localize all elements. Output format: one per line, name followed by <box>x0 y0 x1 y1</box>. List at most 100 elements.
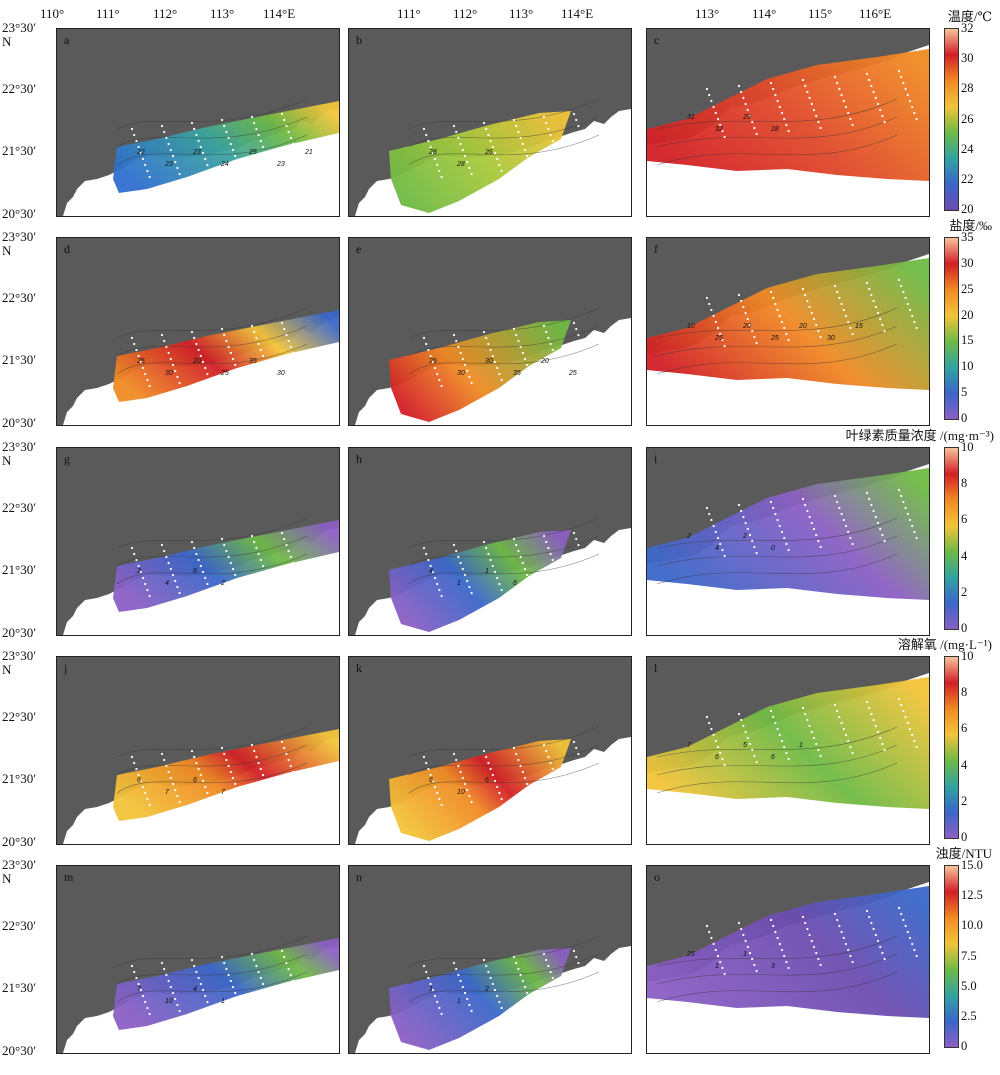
station-dot <box>489 976 492 980</box>
station-dot <box>165 136 168 140</box>
station-dot <box>425 552 428 556</box>
contour-label: 1 <box>221 998 225 1005</box>
map-panel-e: 25 30 30 35 20 25 e <box>348 237 632 426</box>
contour-line <box>656 134 898 166</box>
contour-label: 35 <box>513 370 521 377</box>
station-dot <box>808 96 811 100</box>
station-dot <box>772 296 775 300</box>
station-dot <box>427 558 430 562</box>
station-dot <box>163 130 166 134</box>
lat-label-bottom: 20°30′ <box>2 1043 37 1058</box>
station-dot <box>231 148 235 152</box>
station-dot <box>206 1000 209 1004</box>
station-dot <box>171 573 175 577</box>
station-dot <box>257 552 260 556</box>
map-svg-f: 10 25 20 25 20 30 15 <box>647 238 929 390</box>
station-dot <box>849 117 852 121</box>
station-dot <box>705 924 709 928</box>
data-field <box>113 520 339 612</box>
station-dot <box>452 543 456 547</box>
contour-label: 2 <box>742 533 747 540</box>
colorbar-title: 溶解氧 /(mg·L⁻¹) <box>897 637 992 652</box>
station-dot <box>436 582 439 586</box>
station-dot <box>137 354 140 358</box>
station-dot <box>737 921 741 925</box>
station-dot <box>838 506 841 510</box>
contour-line <box>408 953 600 985</box>
map-svg-c: 31 32 29 28 <box>647 29 929 181</box>
station-dot <box>130 755 134 759</box>
station-dot <box>547 127 550 131</box>
station-dot <box>545 121 548 125</box>
station-dot <box>521 561 524 565</box>
colorbar-tick: 25 <box>961 281 974 296</box>
contour-label: 7 <box>221 789 226 796</box>
station-dot <box>160 333 164 337</box>
station-dot <box>755 341 758 345</box>
station-dot <box>285 333 288 337</box>
station-dot <box>135 348 138 352</box>
station-dot <box>840 302 843 306</box>
station-dot <box>900 494 903 498</box>
station-dot <box>197 558 200 562</box>
colorbar <box>944 237 959 420</box>
station-dot <box>190 540 194 544</box>
station-dot <box>844 105 848 109</box>
contour-label: 25 <box>714 335 723 342</box>
station-dot <box>491 982 494 986</box>
station-dot <box>266 576 269 580</box>
contour-line <box>116 762 308 794</box>
station-dot <box>264 988 267 992</box>
station-dot <box>549 761 552 765</box>
station-dot <box>167 979 170 983</box>
station-dot <box>551 558 554 562</box>
station-dot <box>482 749 486 753</box>
contour-label: 1 <box>485 568 489 575</box>
colorbar-tick: 6 <box>961 721 968 736</box>
station-dot <box>528 997 531 1001</box>
station-dot <box>259 139 262 143</box>
data-field <box>113 729 339 821</box>
station-dot <box>487 133 490 137</box>
station-dot <box>491 773 494 777</box>
station-dot <box>287 339 290 343</box>
contour-label: 6 <box>485 777 489 784</box>
station-dot <box>787 338 790 342</box>
station-dot <box>900 912 903 916</box>
station-dot <box>176 585 179 589</box>
station-dot <box>783 745 786 749</box>
colorbar-tick: 32 <box>961 21 974 35</box>
station-dot <box>558 366 561 370</box>
station-dot <box>838 296 841 300</box>
station-dot <box>141 994 145 998</box>
station-dot <box>227 136 230 140</box>
contour-label: 6 <box>193 777 197 784</box>
station-dot <box>547 755 550 759</box>
station-dot <box>294 148 297 152</box>
station-dot <box>459 351 462 355</box>
data-field <box>113 101 339 193</box>
station-dot <box>165 555 168 559</box>
station-dot <box>512 746 516 750</box>
station-dot <box>753 545 756 549</box>
station-dot <box>163 549 166 553</box>
station-dot <box>498 791 501 795</box>
station-dot <box>139 779 142 783</box>
station-dot <box>583 979 587 983</box>
station-dot <box>577 124 580 128</box>
station-dot <box>742 305 745 309</box>
contour-label: 1 <box>457 998 461 1005</box>
station-dot <box>141 576 145 580</box>
station-dot <box>583 142 587 146</box>
station-dot <box>817 748 820 752</box>
station-dot <box>783 954 786 958</box>
lat-label-north: N <box>2 243 12 258</box>
station-dot <box>836 918 839 922</box>
colorbar-tick: 2.5 <box>961 1008 977 1023</box>
station-dot <box>710 518 713 522</box>
station-dot <box>526 991 529 995</box>
station-dot <box>776 308 779 312</box>
station-dot <box>804 712 807 716</box>
station-dot <box>553 145 557 149</box>
station-dot <box>723 763 726 767</box>
